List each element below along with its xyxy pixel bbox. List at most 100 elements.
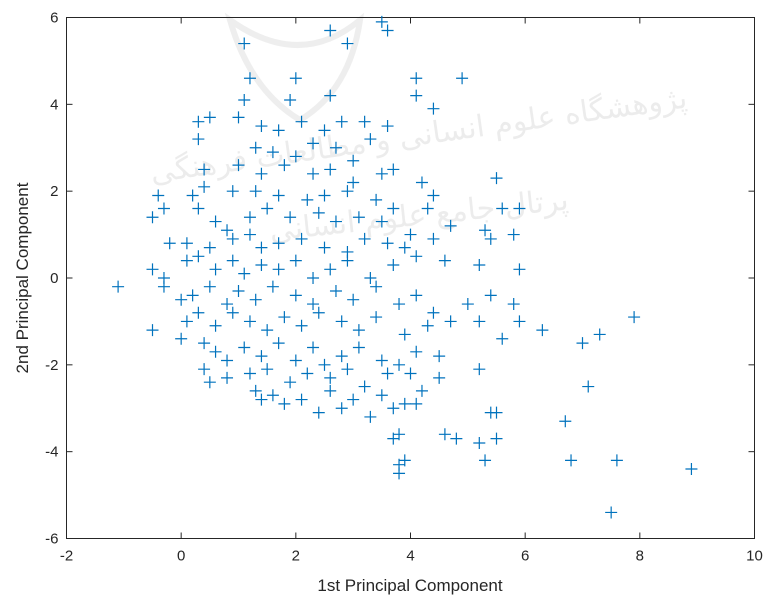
data-point [272, 237, 285, 250]
data-point [398, 397, 411, 410]
data-point [203, 111, 216, 124]
data-point [410, 397, 423, 410]
data-point [295, 232, 308, 245]
watermark: پژوهشگاه علوم انسانی و مطالعات فرهنگی پر… [148, 12, 689, 249]
watermark-line-2: پرتال جامع علوم انسانی [268, 182, 570, 248]
data-point [249, 141, 262, 154]
data-point [261, 202, 274, 215]
data-point [318, 358, 331, 371]
data-point [261, 324, 274, 337]
data-point [289, 150, 302, 163]
data-point [473, 258, 486, 271]
x-axis-label: 1st Principal Component [317, 576, 502, 595]
data-point [307, 137, 320, 150]
data-point [375, 354, 388, 367]
data-point [347, 293, 360, 306]
y-axis-label: 2nd Principal Component [13, 182, 32, 373]
data-point [335, 115, 348, 128]
data-point [146, 263, 159, 276]
data-point [427, 306, 440, 319]
data-point [559, 415, 572, 428]
data-point [221, 298, 234, 311]
data-point [370, 193, 383, 206]
data-point [324, 24, 337, 37]
data-point [427, 102, 440, 115]
data-point [484, 232, 497, 245]
data-point [180, 237, 193, 250]
data-point [427, 189, 440, 202]
data-point [192, 133, 205, 146]
data-point [255, 350, 268, 363]
data-point [370, 280, 383, 293]
data-point [381, 237, 394, 250]
data-point [146, 324, 159, 337]
data-point [198, 163, 211, 176]
data-point [358, 232, 371, 245]
data-point [232, 285, 245, 298]
data-point [289, 254, 302, 267]
data-point [593, 328, 606, 341]
data-point [398, 241, 411, 254]
data-point [238, 93, 251, 106]
data-point [393, 298, 406, 311]
data-point [444, 219, 457, 232]
data-point [347, 393, 360, 406]
data-point [381, 24, 394, 37]
data-point [255, 393, 268, 406]
data-point [496, 332, 509, 345]
data-point [473, 315, 486, 328]
data-point [410, 289, 423, 302]
x-tick-label: 2 [292, 548, 300, 565]
institute-emblem-icon [224, 12, 365, 124]
data-point [266, 146, 279, 159]
data-point [329, 215, 342, 228]
data-point [226, 185, 239, 198]
data-point [186, 289, 199, 302]
data-point [278, 397, 291, 410]
data-point [157, 202, 170, 215]
data-point [450, 432, 463, 445]
data-point [490, 432, 503, 445]
data-point [341, 37, 354, 50]
data-point [307, 298, 320, 311]
data-point [175, 293, 188, 306]
data-point [329, 285, 342, 298]
data-point [192, 306, 205, 319]
data-point [284, 93, 297, 106]
data-point [381, 367, 394, 380]
axis-tick-labels: -2 0 2 4 6 8 10 -6 -4 -2 0 2 4 6 [45, 10, 763, 565]
data-point [255, 167, 268, 180]
data-point [375, 15, 388, 28]
data-point [209, 215, 222, 228]
data-point [421, 319, 434, 332]
data-point [415, 176, 428, 189]
data-point [175, 332, 188, 345]
data-point [295, 319, 308, 332]
data-point [490, 406, 503, 419]
data-point [112, 280, 125, 293]
data-point [198, 180, 211, 193]
data-point [610, 454, 623, 467]
data-point [232, 111, 245, 124]
data-point [209, 263, 222, 276]
data-point [289, 289, 302, 302]
data-point [243, 228, 256, 241]
x-tick-label: 6 [521, 548, 529, 565]
x-tick-label: -2 [60, 548, 73, 565]
data-point [513, 315, 526, 328]
data-point [490, 172, 503, 185]
data-point [375, 167, 388, 180]
data-point [473, 436, 486, 449]
data-point [198, 363, 211, 376]
data-point [341, 363, 354, 376]
data-point [352, 211, 365, 224]
data-point [255, 241, 268, 254]
data-point [358, 380, 371, 393]
data-point [295, 115, 308, 128]
data-point [192, 202, 205, 215]
data-point [221, 354, 234, 367]
data-point [180, 315, 193, 328]
data-point [226, 232, 239, 245]
data-point [393, 358, 406, 371]
